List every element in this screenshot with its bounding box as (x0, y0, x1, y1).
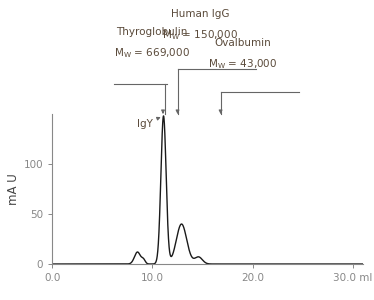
Text: Thyroglobulin: Thyroglobulin (116, 27, 187, 37)
Text: Human IgG: Human IgG (171, 9, 229, 19)
Text: M$_\mathregular{W}$ = 669,000: M$_\mathregular{W}$ = 669,000 (114, 46, 190, 60)
Y-axis label: mA U: mA U (6, 173, 19, 205)
Text: M$_\mathregular{W}$ = 43,000: M$_\mathregular{W}$ = 43,000 (208, 57, 278, 71)
Text: M$_\mathregular{W}$ = 150,000: M$_\mathregular{W}$ = 150,000 (162, 28, 238, 42)
Text: IgY: IgY (137, 117, 160, 129)
Text: Ovalbumin: Ovalbumin (215, 38, 272, 47)
